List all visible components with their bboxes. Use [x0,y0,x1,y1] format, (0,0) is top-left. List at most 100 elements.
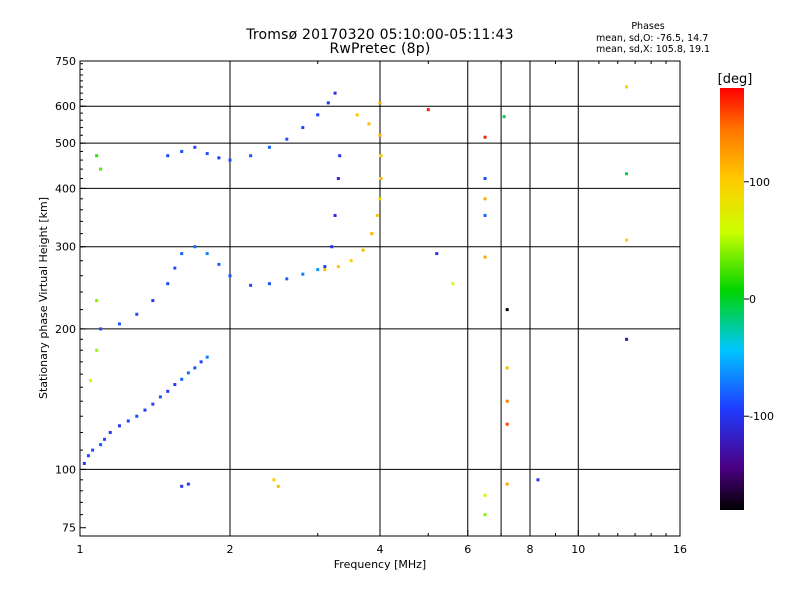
data-point [99,443,103,447]
data-point [336,177,340,181]
data-point [180,377,184,381]
phase-stats-o-line: mean, sd,O: -76.5, 14.7 [596,32,709,44]
axis-ticks: 1 2 4 6 8 10 16 75 100 200 300 400 500 600 750 [55,55,687,556]
y-tick-label: 600 [55,100,76,113]
data-point [336,265,340,269]
data-point [379,177,383,181]
colorbar-gradient [720,88,744,510]
data-point [483,197,487,201]
data-point [117,322,121,326]
data-point [135,312,139,316]
data-point [285,137,289,141]
x-tick-label: 8 [527,543,534,556]
data-point [483,135,487,139]
data-point [378,133,382,137]
data-point [272,478,276,482]
data-point [625,172,629,176]
colorbar-tick-label: -100 [749,410,774,423]
data-point [378,101,382,105]
x-axis-label: Frequency [MHz] [334,558,426,571]
data-point [301,272,305,276]
y-tick-label: 300 [55,241,76,254]
data-point [217,262,221,266]
x-tick-label: 6 [464,543,471,556]
data-point [367,122,371,126]
data-point [99,167,103,171]
data-point [505,366,509,370]
chart-title: Tromsø 20170320 05:10:00-05:11:43 [246,27,514,43]
phase-stats-legend: Phases mean, sd,O: -76.5, 14.7 mean, sd,… [596,21,711,56]
data-point [217,156,221,160]
data-point [483,213,487,217]
data-point [502,115,506,119]
data-point [199,360,203,364]
data-point [186,371,190,375]
data-point [375,213,379,217]
data-point [625,337,629,341]
data-point [158,395,162,399]
y-tick-label: 75 [62,522,76,535]
data-point [483,255,487,259]
data-point [135,414,139,418]
x-tick-label: 4 [377,543,384,556]
y-tick-label: 100 [55,463,76,476]
data-point [370,232,374,236]
data-point [326,101,330,105]
data-point [536,478,540,482]
data-point [267,282,271,286]
phase-stats-x-line: mean, sd,X: 105.8, 19.1 [596,44,711,55]
data-point [91,448,95,452]
x-tick-label: 1 [77,543,84,556]
data-point [166,389,170,393]
y-tick-label: 200 [55,323,76,336]
data-point [361,248,365,252]
data-point [205,152,209,156]
data-point [355,113,359,117]
data-point [323,268,327,272]
data-point [117,424,121,428]
data-point [95,299,99,303]
data-point [505,482,509,486]
data-point [143,408,147,412]
x-tick-label: 16 [673,543,687,556]
data-point [333,213,337,217]
data-point [228,158,232,162]
data-point [505,308,509,312]
data-point [95,348,99,352]
data-point [505,399,509,403]
data-point [180,252,184,256]
data-point [103,437,107,441]
x-tick-label: 10 [571,543,585,556]
data-point [301,126,305,130]
data-point [228,274,232,278]
data-point [151,299,155,303]
data-point [505,422,509,426]
data-point [193,245,197,249]
data-point [435,252,439,256]
data-point [151,402,155,406]
y-tick-label: 400 [55,182,76,195]
data-point [378,197,382,201]
colorbar-ticks: 100 0 -100 [744,176,774,423]
y-tick-label: 750 [55,55,76,68]
data-point [483,493,487,497]
data-point [451,282,455,286]
data-point [193,366,197,370]
data-point [173,383,177,387]
x-tick-label: 2 [227,543,234,556]
data-point [108,430,112,434]
data-point [323,265,327,269]
data-point [193,145,197,149]
data-point [89,379,93,383]
data-point [483,177,487,181]
data-points [82,85,629,517]
data-point [426,108,430,112]
data-point [82,461,86,465]
data-point [333,91,337,95]
data-point [166,154,170,158]
grid-lines [80,61,680,536]
data-point [249,154,253,158]
data-point [126,419,130,423]
phase-stats-title: Phases [631,21,665,32]
